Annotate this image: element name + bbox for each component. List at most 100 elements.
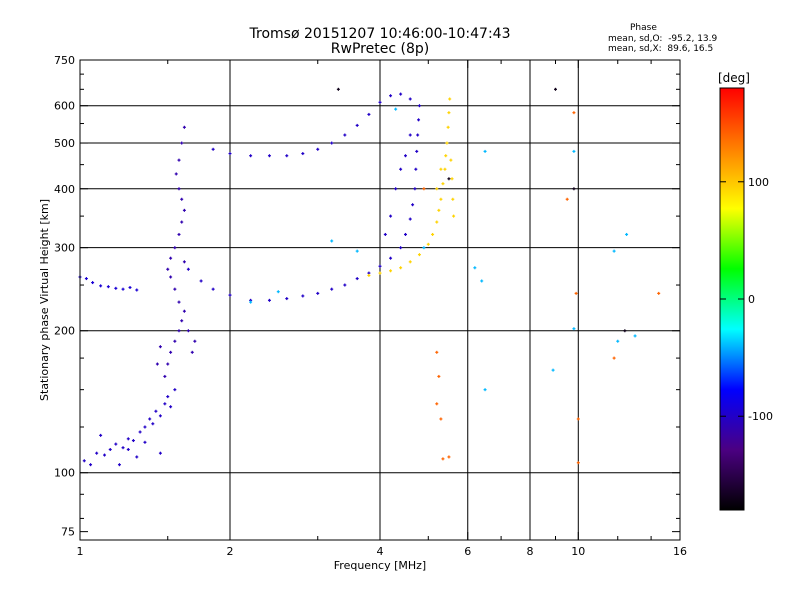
- data-point: [623, 329, 627, 333]
- data-point: [417, 118, 421, 122]
- data-point: [389, 269, 393, 273]
- data-point: [367, 273, 371, 277]
- data-point: [180, 141, 184, 145]
- data-point: [177, 329, 181, 333]
- data-point: [408, 97, 412, 101]
- data-point: [173, 246, 177, 250]
- data-point: [117, 463, 121, 467]
- y-tick-label: 300: [54, 242, 75, 255]
- phase-title: Phase: [630, 23, 657, 33]
- y-tick-label: 600: [54, 100, 75, 113]
- data-point: [415, 149, 419, 153]
- data-point: [399, 92, 403, 96]
- data-point: [435, 350, 439, 354]
- data-point: [228, 152, 232, 156]
- data-point: [169, 350, 173, 354]
- data-point: [155, 362, 159, 366]
- data-point: [169, 405, 173, 409]
- chart-title-line2: RwPretec (8p): [330, 41, 430, 57]
- data-point: [445, 141, 449, 145]
- data-point: [343, 133, 347, 137]
- data-point: [408, 260, 412, 264]
- data-point: [330, 287, 334, 291]
- data-point: [576, 417, 580, 421]
- data-point: [95, 451, 99, 455]
- data-point: [576, 461, 580, 465]
- data-point: [378, 264, 382, 268]
- data-point: [151, 422, 155, 426]
- data-point: [267, 154, 271, 158]
- data-point: [89, 463, 93, 467]
- data-point: [158, 414, 162, 418]
- data-point: [126, 437, 130, 441]
- data-point: [633, 334, 637, 338]
- data-point: [316, 147, 320, 151]
- y-tick-label: 400: [54, 183, 75, 196]
- data-point: [199, 279, 203, 283]
- data-point: [437, 208, 441, 212]
- data-point: [572, 111, 576, 115]
- data-point: [228, 293, 232, 297]
- data-point: [91, 281, 95, 285]
- colorbar-tick-label: 100: [748, 176, 769, 189]
- colorbar-label: [deg]: [718, 71, 750, 85]
- x-tick-label: 6: [464, 545, 471, 558]
- data-point: [355, 123, 359, 127]
- data-point: [612, 356, 616, 360]
- data-point: [414, 167, 418, 171]
- colorbar-tick-label: 0: [748, 293, 755, 306]
- data-point: [177, 187, 181, 191]
- x-tick-label: 1: [77, 545, 84, 558]
- data-point: [330, 239, 334, 243]
- data-point: [399, 266, 403, 270]
- data-point: [182, 125, 186, 129]
- data-point: [355, 249, 359, 253]
- data-point: [121, 446, 125, 450]
- data-point: [186, 267, 190, 271]
- data-point: [411, 203, 415, 207]
- data-point: [413, 187, 417, 191]
- data-point: [480, 279, 484, 283]
- data-point: [166, 267, 170, 271]
- data-point: [383, 232, 387, 236]
- data-point: [173, 339, 177, 343]
- data-point: [408, 217, 412, 221]
- data-point: [138, 430, 142, 434]
- data-point: [301, 152, 305, 156]
- data-point: [135, 455, 139, 459]
- axis-ticks: 1 2 4 6 8 10 16 75 100 200 300 400 500 600 750: [54, 54, 687, 558]
- data-point: [158, 345, 162, 349]
- data-point: [483, 149, 487, 153]
- x-tick-label: 10: [571, 545, 585, 558]
- data-point: [394, 107, 398, 111]
- y-tick-label: 200: [54, 325, 75, 338]
- data-point: [439, 167, 443, 171]
- data-point: [443, 167, 447, 171]
- data-point: [422, 246, 426, 250]
- data-point: [408, 133, 412, 137]
- data-point: [343, 283, 347, 287]
- x-tick-label: 16: [673, 545, 687, 558]
- data-point: [169, 275, 173, 279]
- data-points: [78, 87, 661, 467]
- data-point: [612, 249, 616, 253]
- data-point: [166, 362, 170, 366]
- data-point: [439, 417, 443, 421]
- data-point: [177, 300, 181, 304]
- data-point: [330, 141, 334, 145]
- data-point: [399, 167, 403, 171]
- data-point: [389, 214, 393, 218]
- data-point: [114, 442, 118, 446]
- data-point: [446, 125, 450, 129]
- y-tick-label: 500: [54, 137, 75, 150]
- data-point: [193, 339, 197, 343]
- data-point: [444, 154, 448, 158]
- data-point: [99, 284, 103, 288]
- data-point: [174, 172, 178, 176]
- data-point: [483, 388, 487, 392]
- data-point: [249, 300, 253, 304]
- data-point: [451, 197, 455, 201]
- data-point: [182, 208, 186, 212]
- data-point: [422, 187, 426, 191]
